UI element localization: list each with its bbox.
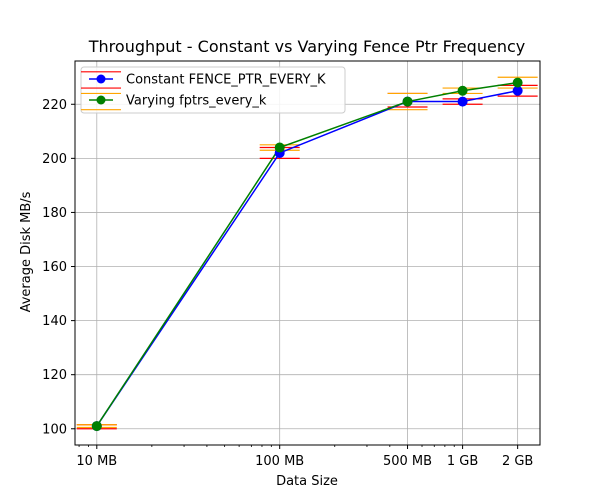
legend-marker [96,74,106,84]
x-tick-label: 500 MB [383,454,432,469]
x-tick-label: 1 GB [447,454,478,469]
x-tick-label: 100 MB [255,454,304,469]
y-tick-label: 180 [42,206,67,221]
data-point [274,142,285,153]
data-point [457,96,468,107]
grid [75,61,540,445]
legend-entry-label: Constant FENCE_PTR_EVERY_K [126,73,326,88]
legend: Constant FENCE_PTR_EVERY_K Varying fptrs_… [80,66,346,114]
legend-marker [96,95,106,105]
axis-ticks: 100 120 140 160 180 200 220 10 MB 100 MB 500 MB 1 … [42,98,533,469]
data-point [457,85,468,96]
data-point [402,96,413,107]
x-tick-label: 10 MB [76,454,117,469]
y-tick-label: 160 [42,260,67,275]
plot-area-frame [74,60,541,446]
y-axis-label: Average Disk MB/s [19,191,34,312]
series-markers [91,77,523,432]
y-tick-label: 140 [42,314,67,329]
y-tick-label: 200 [42,152,67,167]
legend-entry-label: Varying fptrs_every_k [126,94,267,109]
x-axis-label: Data Size [276,474,338,489]
y-tick-label: 100 [42,422,67,437]
data-point [91,421,102,432]
y-tick-label: 120 [42,368,67,383]
x-tick-label: 2 GB [502,454,533,469]
legend-box [80,66,346,114]
y-tick-label: 220 [42,98,67,113]
chart-title: Throughput - Constant vs Varying Fence P… [88,37,525,56]
data-point [512,77,523,88]
